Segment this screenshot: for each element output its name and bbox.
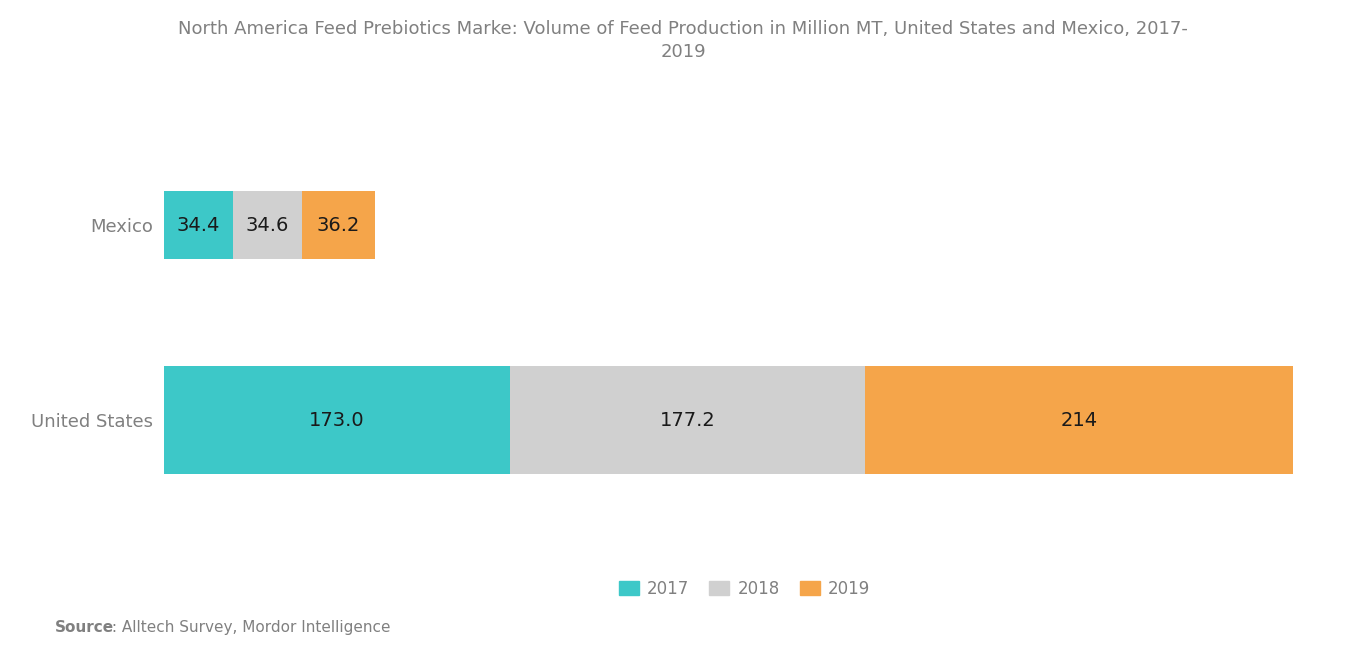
Legend: 2017, 2018, 2019: 2017, 2018, 2019 [612,573,877,604]
Bar [164,367,511,474]
Text: Source: Source [55,620,113,635]
Bar [511,367,865,474]
Bar [302,191,374,259]
Text: 34.4: 34.4 [176,215,220,234]
Bar [232,191,302,259]
Bar [865,367,1294,474]
Text: North America Feed Prebiotics Marke: Volume of Feed Production in Million MT, Un: North America Feed Prebiotics Marke: Vol… [178,20,1188,62]
Text: 214: 214 [1060,411,1098,430]
Text: 177.2: 177.2 [660,411,716,430]
Text: 36.2: 36.2 [317,215,361,234]
Text: : Alltech Survey, Mordor Intelligence: : Alltech Survey, Mordor Intelligence [107,620,391,635]
Text: 173.0: 173.0 [309,411,365,430]
Text: 34.6: 34.6 [246,215,290,234]
Bar [164,191,232,259]
